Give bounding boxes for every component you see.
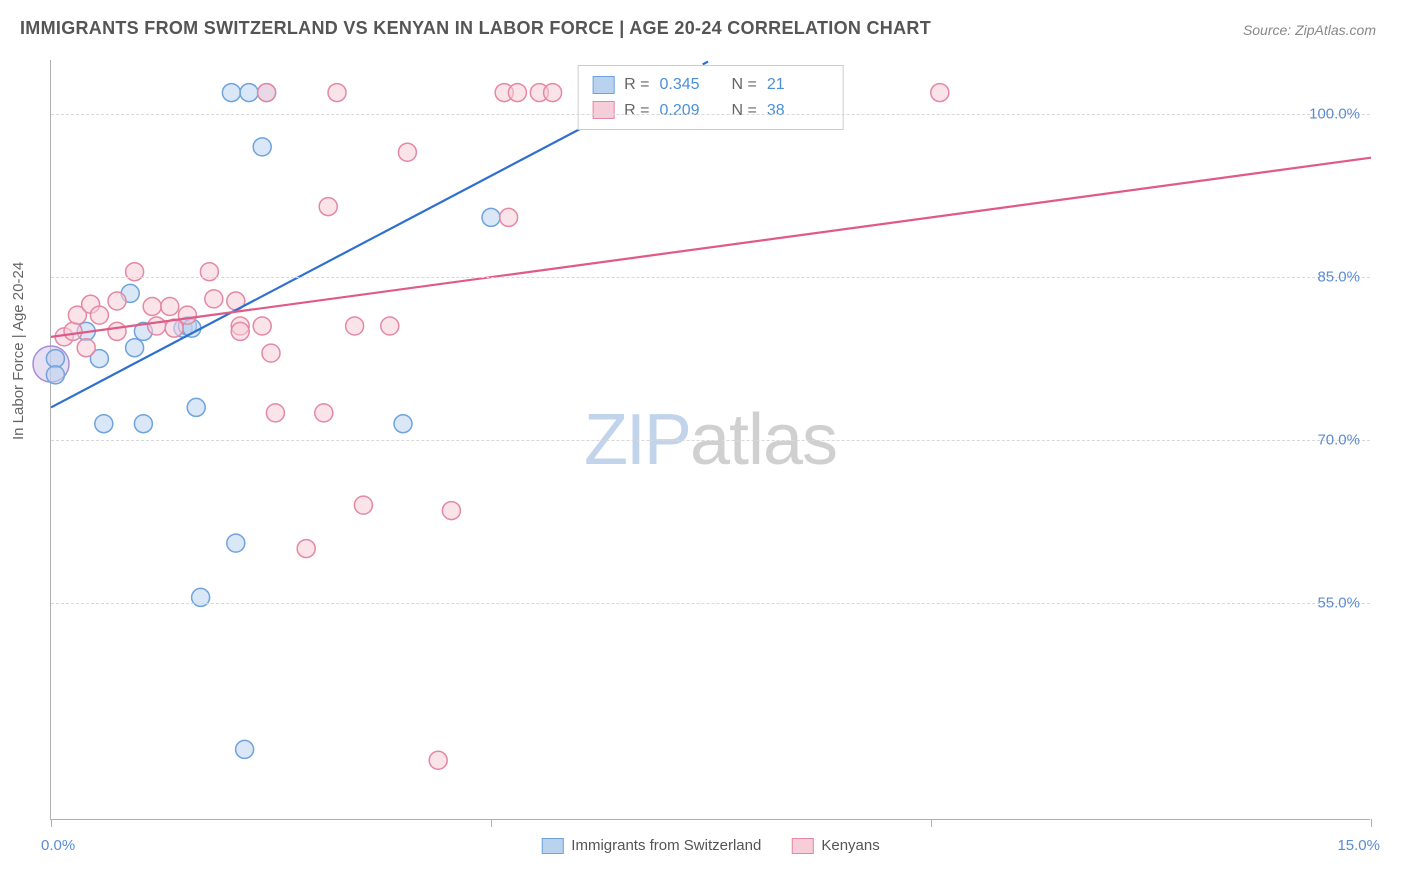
corr-swatch bbox=[592, 101, 614, 119]
x-axis-end-label: 15.0% bbox=[1337, 837, 1380, 854]
x-tick bbox=[51, 819, 52, 827]
chart-title: IMMIGRANTS FROM SWITZERLAND VS KENYAN IN… bbox=[20, 18, 931, 39]
legend-swatch bbox=[791, 838, 813, 854]
x-tick bbox=[491, 819, 492, 827]
corr-row: R = 0.345 N = 21 bbox=[592, 72, 829, 98]
corr-r-label: R = bbox=[624, 98, 649, 124]
corr-n-value: 38 bbox=[767, 98, 829, 124]
x-tick bbox=[931, 819, 932, 827]
corr-r-label: R = bbox=[624, 72, 649, 98]
corr-n-value: 21 bbox=[767, 72, 829, 98]
legend-label: Immigrants from Switzerland bbox=[571, 837, 761, 854]
corr-n-label: N = bbox=[732, 98, 757, 124]
y-tick-label: 85.0% bbox=[1317, 269, 1360, 286]
plot-area: ZIPatlas R =0.345N =21R =0.209N =38 Immi… bbox=[50, 60, 1370, 820]
gridline-h bbox=[51, 603, 1370, 604]
y-tick-label: 100.0% bbox=[1309, 106, 1360, 123]
legend-swatch bbox=[541, 838, 563, 854]
corr-row: R = 0.209 N = 38 bbox=[592, 98, 829, 124]
corr-r-value: 0.345 bbox=[660, 72, 722, 98]
gridline-h bbox=[51, 440, 1370, 441]
x-tick bbox=[1371, 819, 1372, 827]
y-tick-label: 70.0% bbox=[1317, 432, 1360, 449]
correlation-box: R = 0.345 N = 21 R = 0.209 N = 38 bbox=[577, 65, 844, 130]
x-axis-start-label: 0.0% bbox=[41, 837, 75, 854]
gridline-h bbox=[51, 114, 1370, 115]
legend-item: Kenyans bbox=[791, 837, 879, 854]
source-attribution: Source: ZipAtlas.com bbox=[1243, 22, 1376, 38]
legend-label: Kenyans bbox=[821, 837, 879, 854]
corr-r-value: 0.209 bbox=[660, 98, 722, 124]
corr-n-label: N = bbox=[732, 72, 757, 98]
legend-bottom: Immigrants from Switzerland Kenyans bbox=[541, 837, 879, 854]
gridline-h bbox=[51, 277, 1370, 278]
y-tick-label: 55.0% bbox=[1317, 594, 1360, 611]
corr-swatch bbox=[592, 76, 614, 94]
legend-item: Immigrants from Switzerland bbox=[541, 837, 761, 854]
y-axis-label: In Labor Force | Age 20-24 bbox=[10, 262, 27, 440]
